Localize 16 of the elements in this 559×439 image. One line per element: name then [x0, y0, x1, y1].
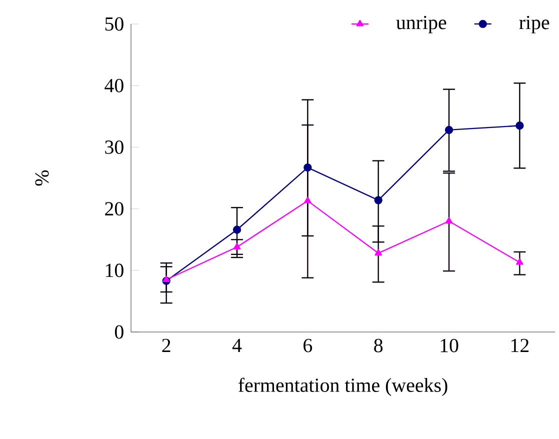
x-tick-label: 6: [304, 338, 312, 352]
x-tick-label: 8: [374, 338, 383, 352]
y-axis-title: %: [35, 170, 49, 186]
x-tick-label: 4: [232, 338, 242, 352]
x-tick-label: 2: [162, 338, 170, 352]
y-tick-label: 50: [105, 17, 124, 31]
x-tick-label: 10: [440, 338, 458, 352]
legend-label: ripe: [519, 16, 550, 34]
y-tick-label: 30: [105, 140, 124, 154]
y-tick-label: 10: [106, 264, 124, 278]
x-axis-title: fermentation time (weeks): [238, 378, 448, 396]
y-tick-label: 40: [104, 78, 124, 92]
x-tick-label: 12: [511, 338, 529, 352]
y-tick-label: 20: [105, 202, 124, 216]
y-tick-label: 0: [114, 325, 124, 339]
legend-label: unripe: [396, 16, 446, 34]
